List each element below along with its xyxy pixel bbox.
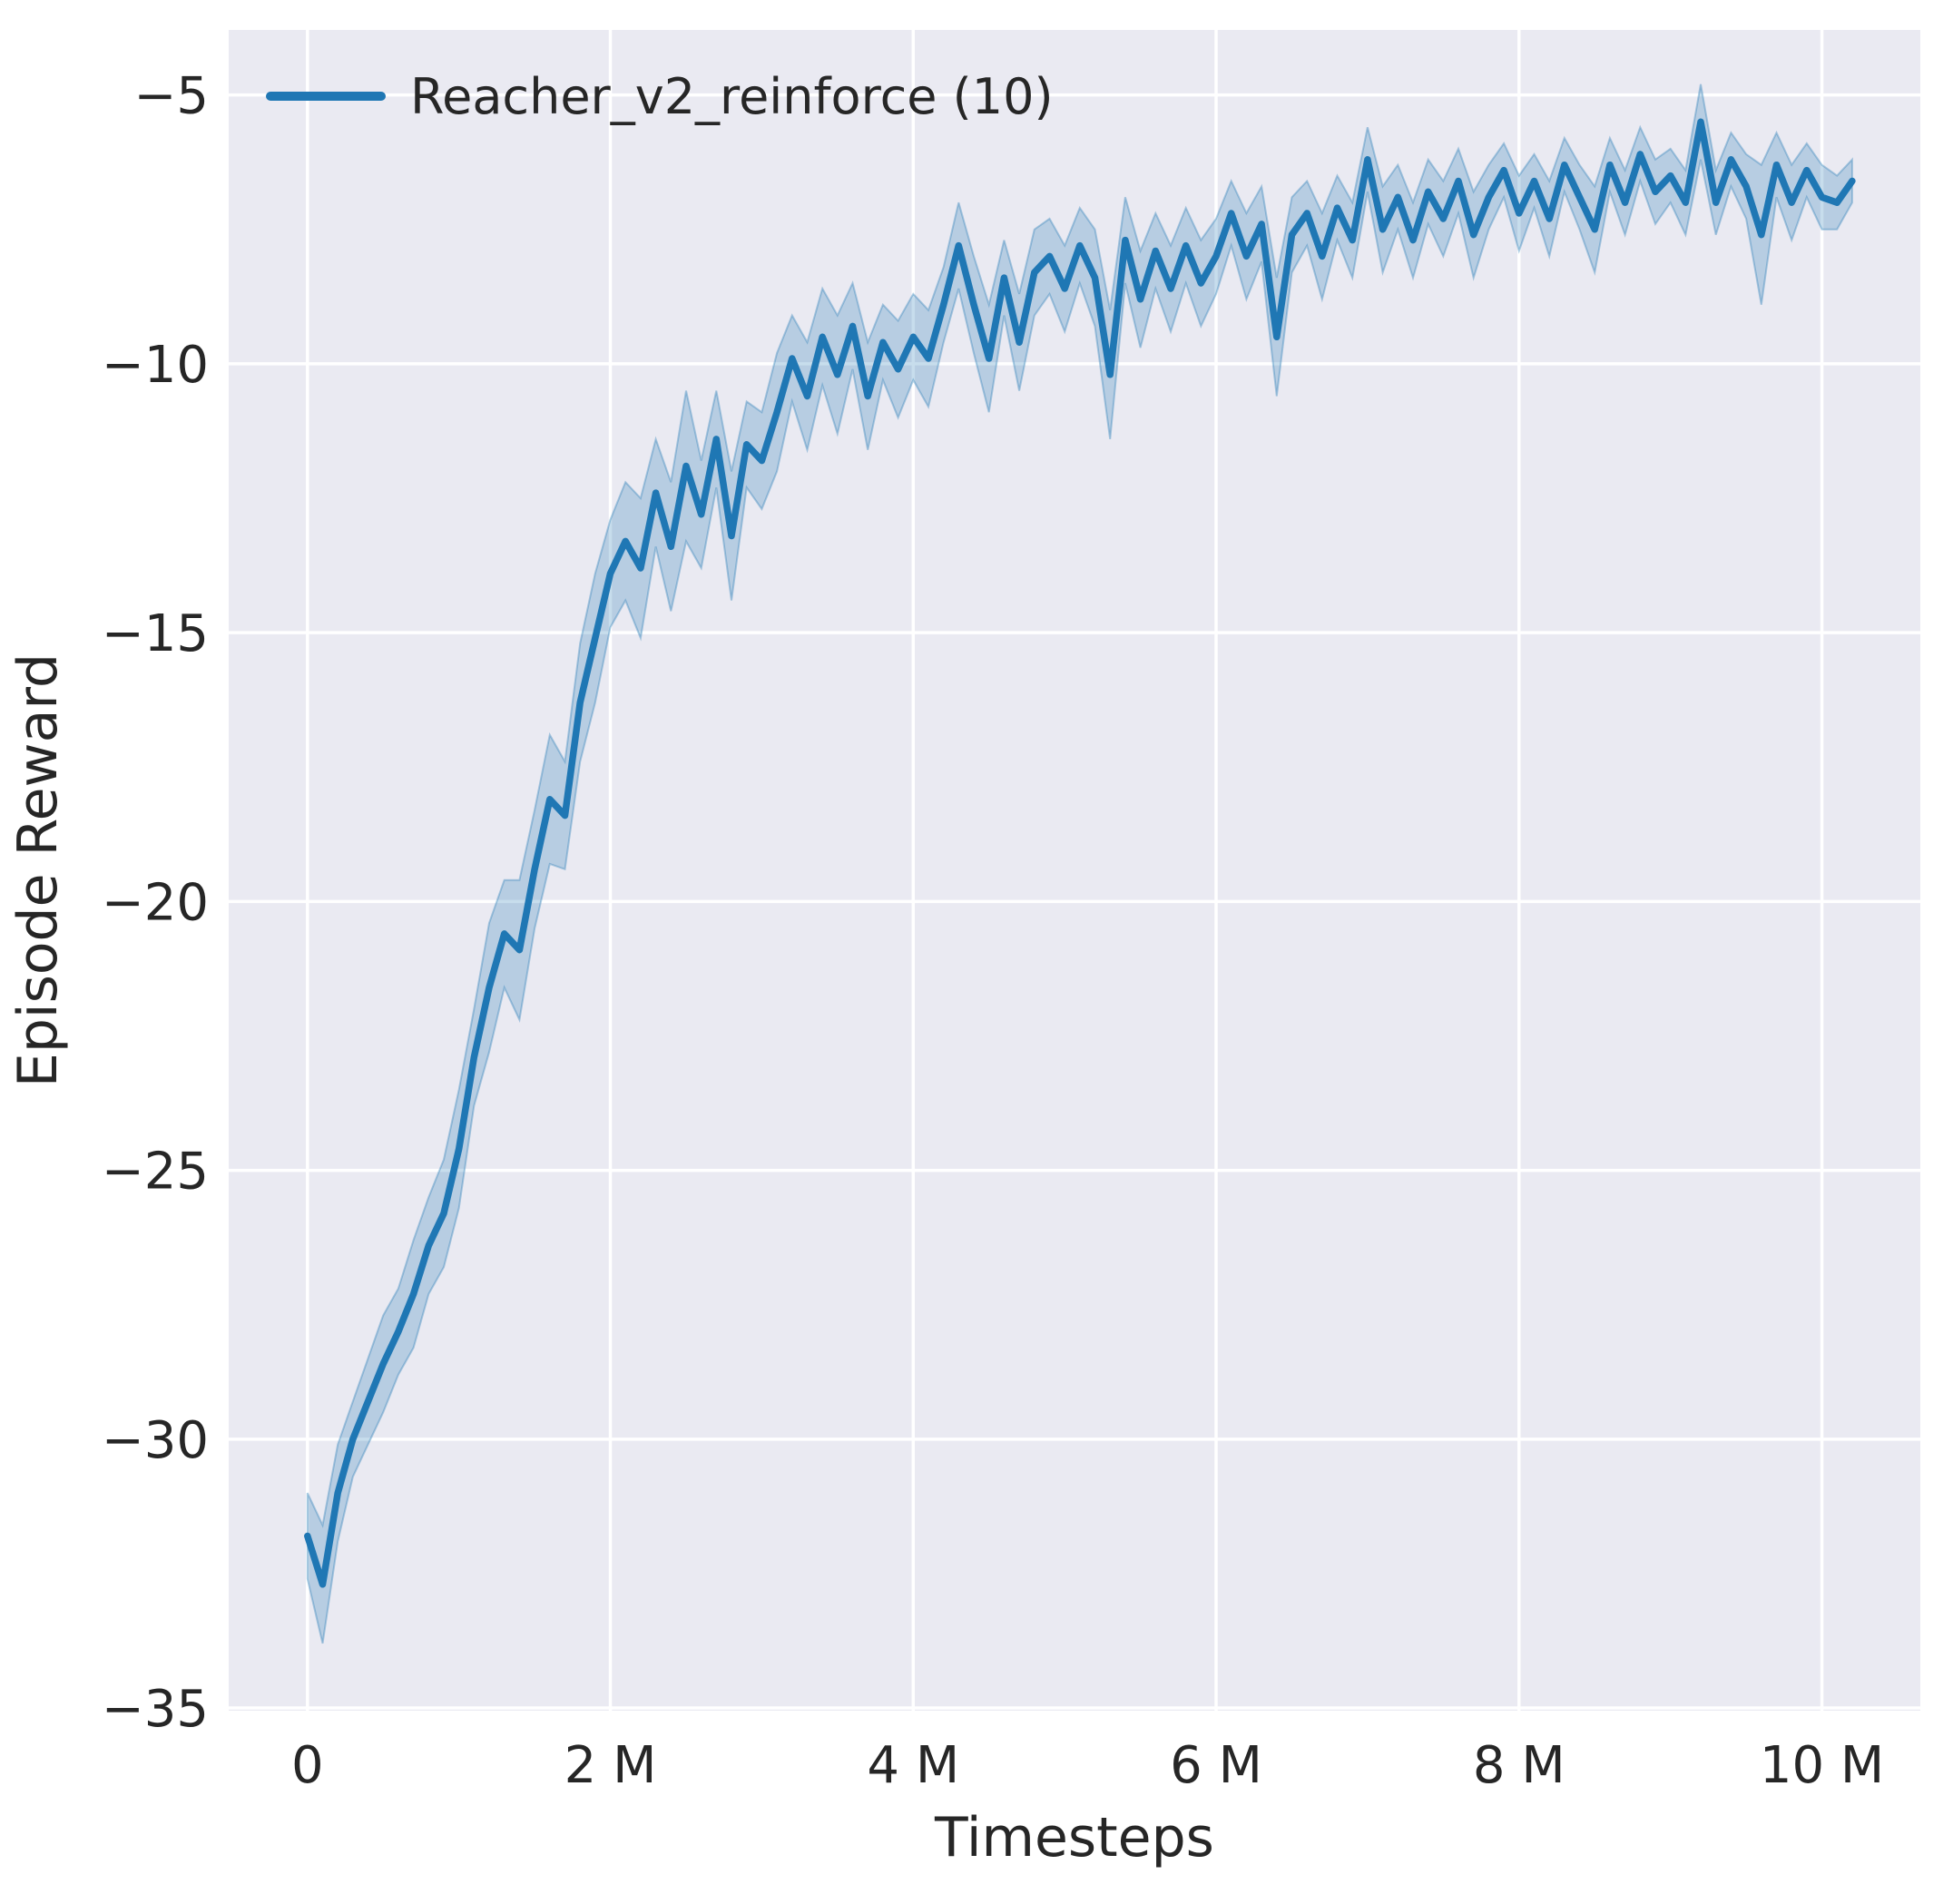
x-tick-label: 8 M: [1473, 1736, 1565, 1795]
confidence-band: [306, 83, 1853, 1644]
legend: Reacher_v2_reinforce (10): [266, 68, 1054, 125]
gridlines: [229, 30, 1920, 1711]
y-tick-label: −15: [102, 604, 209, 663]
x-tick-label: 2 M: [564, 1736, 657, 1795]
y-tick-label: −30: [102, 1411, 209, 1470]
x-axis-label: Timesteps: [934, 1806, 1214, 1870]
x-tick-label: 6 M: [1170, 1736, 1262, 1795]
series-group: [304, 83, 1856, 1644]
legend-label: Reacher_v2_reinforce (10): [410, 68, 1054, 125]
y-tick-label: −35: [102, 1680, 209, 1739]
y-tick-label: −20: [102, 873, 209, 932]
y-tick-label: −25: [102, 1143, 209, 1202]
plot-area: [229, 30, 1920, 1711]
series-line: [304, 118, 1856, 1588]
y-tick-label: −5: [133, 67, 209, 126]
y-tick-label: −10: [102, 336, 209, 395]
x-tick-label: 10 M: [1760, 1736, 1884, 1795]
y-tick-labels: −5 −10 −15 −20 −25 −30 −35: [102, 67, 209, 1739]
y-axis-label: Episode Reward: [6, 653, 70, 1087]
x-tick-labels: 0 2 M 4 M 6 M 8 M 10 M: [291, 1736, 1884, 1795]
x-tick-label: 0: [291, 1736, 324, 1795]
x-tick-label: 4 M: [867, 1736, 959, 1795]
